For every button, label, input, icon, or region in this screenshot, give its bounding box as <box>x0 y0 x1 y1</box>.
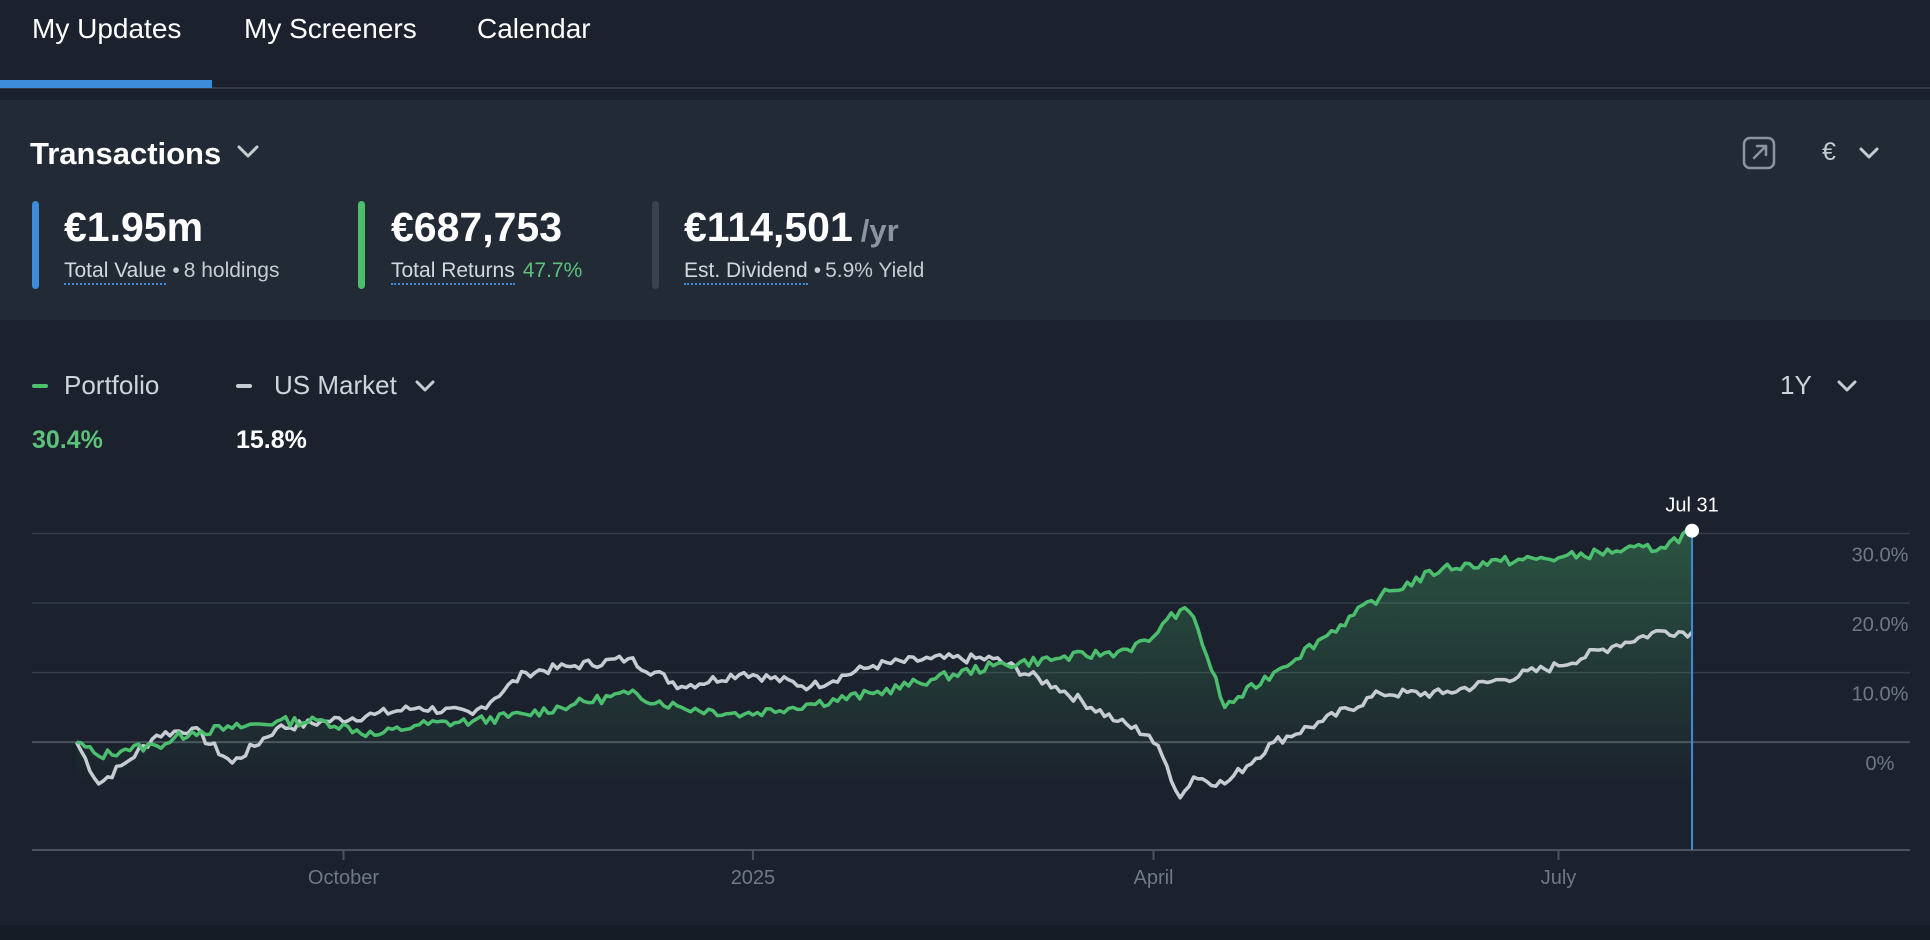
x-tick-label: October <box>308 867 379 889</box>
x-tick-label: April <box>1133 867 1173 889</box>
chevron-down-icon[interactable] <box>236 144 260 160</box>
stat-subline: Est. Dividend • 5.9% Yield <box>684 257 924 285</box>
est-dividend-label[interactable]: Est. Dividend <box>684 259 808 285</box>
expand-icon[interactable] <box>1742 136 1776 170</box>
stat-accent-bar <box>358 201 365 289</box>
total-returns-pct: 47.7% <box>522 259 583 282</box>
total-returns-label[interactable]: Total Returns <box>391 259 515 285</box>
hover-date-label: Jul 31 <box>1665 495 1718 517</box>
dividend-yield: 5.9% Yield <box>825 259 925 282</box>
chevron-down-icon <box>415 380 435 392</box>
market-legend-swatch <box>236 384 252 388</box>
transactions-dropdown[interactable]: Transactions <box>30 134 221 174</box>
stat-accent-bar <box>652 201 659 289</box>
x-tick-label: 2025 <box>731 867 776 889</box>
per-year-suffix: /yr <box>860 213 899 248</box>
total-returns-amount: €687,753 <box>391 204 563 250</box>
separator-dot: • <box>172 259 180 282</box>
tab-bar: My Updates My Screeners Calendar <box>0 0 1930 89</box>
y-tick-label: 10.0% <box>1852 684 1909 706</box>
currency-selector[interactable]: € <box>1822 134 1884 170</box>
chevron-down-icon <box>1859 147 1879 159</box>
portfolio-legend-label: Portfolio <box>64 370 160 400</box>
y-tick-label: 20.0% <box>1852 614 1909 636</box>
chevron-down-icon <box>1837 380 1857 392</box>
tab-my-screeners[interactable]: My Screeners <box>244 13 417 44</box>
portfolio-legend-swatch <box>32 384 48 388</box>
time-range-label: 1Y <box>1780 370 1812 400</box>
stat-total-value: €1.95m Total Value • 8 holdings <box>32 201 322 289</box>
portfolio-line <box>76 528 1693 761</box>
us-market-line <box>74 628 1694 800</box>
portfolio-return-pct: 30.4% <box>32 426 103 454</box>
est-dividend-amount: €114,501/yr <box>684 204 899 250</box>
legend-portfolio[interactable]: Portfolio <box>32 368 182 402</box>
holdings-count: 8 holdings <box>183 259 280 282</box>
portfolio-area-fill <box>76 530 1693 783</box>
total-value-amount: €1.95m <box>64 204 204 250</box>
stat-accent-bar <box>32 201 39 289</box>
market-return-pct: 15.8% <box>236 426 307 454</box>
tab-calendar[interactable]: Calendar <box>477 13 591 44</box>
y-tick-label: 0% <box>1866 753 1895 775</box>
stat-subline: Total Value • 8 holdings <box>64 257 279 285</box>
tab-my-updates[interactable]: My Updates <box>32 13 182 44</box>
currency-label: € <box>1822 138 1836 166</box>
transactions-panel: Transactions € €1.95m Total Value • 8 hold… <box>0 100 1930 320</box>
market-legend-label: US Market <box>274 370 397 400</box>
active-tab-indicator <box>0 80 212 88</box>
panel-title: Transactions <box>30 136 222 171</box>
separator-dot: • <box>813 259 822 282</box>
stat-est-dividend: €114,501/yr Est. Dividend • 5.9% Yield <box>652 201 952 289</box>
stat-subline: Total Returns 47.7% <box>391 257 582 285</box>
hover-point <box>1685 523 1700 538</box>
stat-total-returns: €687,753 Total Returns 47.7% <box>358 201 618 289</box>
y-tick-label: 30.0% <box>1852 544 1909 566</box>
total-value-label[interactable]: Total Value <box>64 259 167 285</box>
legend-us-market[interactable]: US Market <box>236 368 446 402</box>
x-tick-label: July <box>1541 867 1577 889</box>
bottom-divider <box>0 925 1930 940</box>
